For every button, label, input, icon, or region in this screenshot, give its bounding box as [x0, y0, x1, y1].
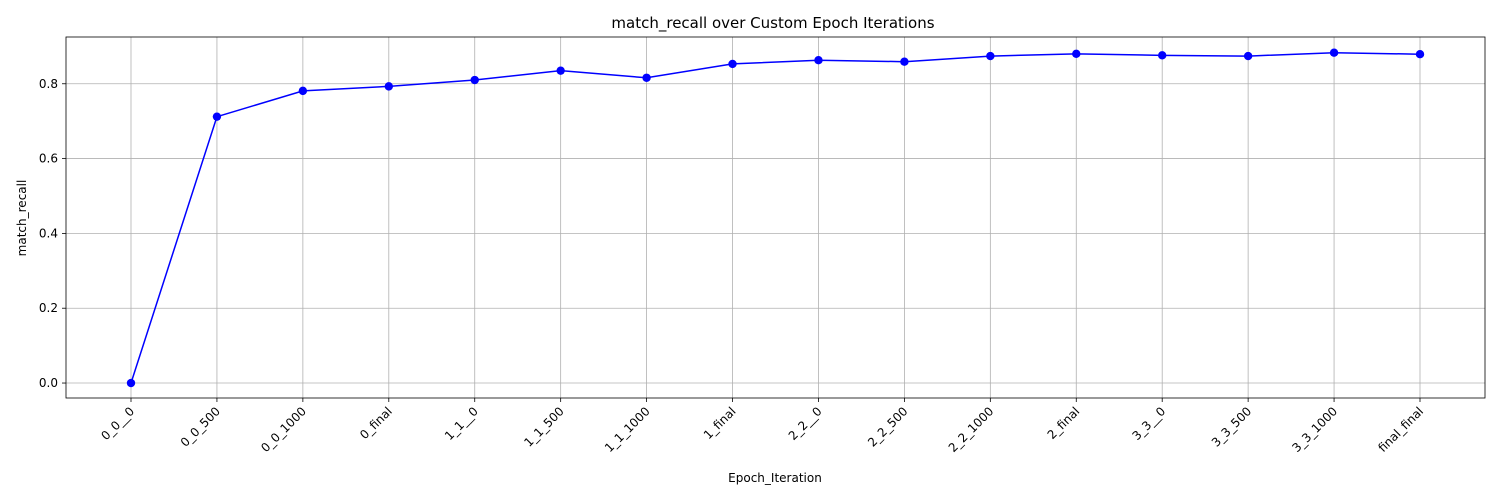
y-axis-ticks: 0.0 0.2 0.4 0.6 0.8	[39, 77, 66, 390]
data-point	[642, 73, 651, 82]
data-point	[1415, 50, 1425, 59]
y-tick-label: 0.2	[39, 301, 58, 315]
data-point	[212, 112, 222, 121]
data-point	[298, 86, 308, 96]
data-point	[814, 55, 823, 65]
data-point	[986, 51, 995, 61]
data-point	[384, 82, 393, 91]
data-point	[126, 378, 136, 388]
grid-lines	[66, 37, 1485, 398]
y-tick-label: 0.6	[39, 152, 58, 166]
data-point	[470, 75, 479, 85]
data-point	[556, 66, 565, 75]
y-tick-label: 0.8	[39, 77, 58, 91]
y-tick-label: 0.0	[39, 376, 58, 390]
series-line-path	[130, 51, 1421, 384]
data-point	[728, 59, 737, 69]
y-tick-label: 0.4	[39, 226, 58, 240]
x-axis-label: Epoch_Iteration	[728, 471, 822, 485]
series-line	[126, 48, 1425, 388]
data-point	[1158, 51, 1167, 60]
data-point	[1243, 51, 1253, 61]
data-point	[1072, 49, 1081, 59]
chart-title: match_recall over Custom Epoch Iteration…	[611, 14, 934, 33]
data-point	[900, 57, 909, 66]
data-point	[1329, 48, 1339, 57]
plot-frame	[65, 36, 1486, 399]
y-axis-label: match_recall	[15, 180, 29, 257]
